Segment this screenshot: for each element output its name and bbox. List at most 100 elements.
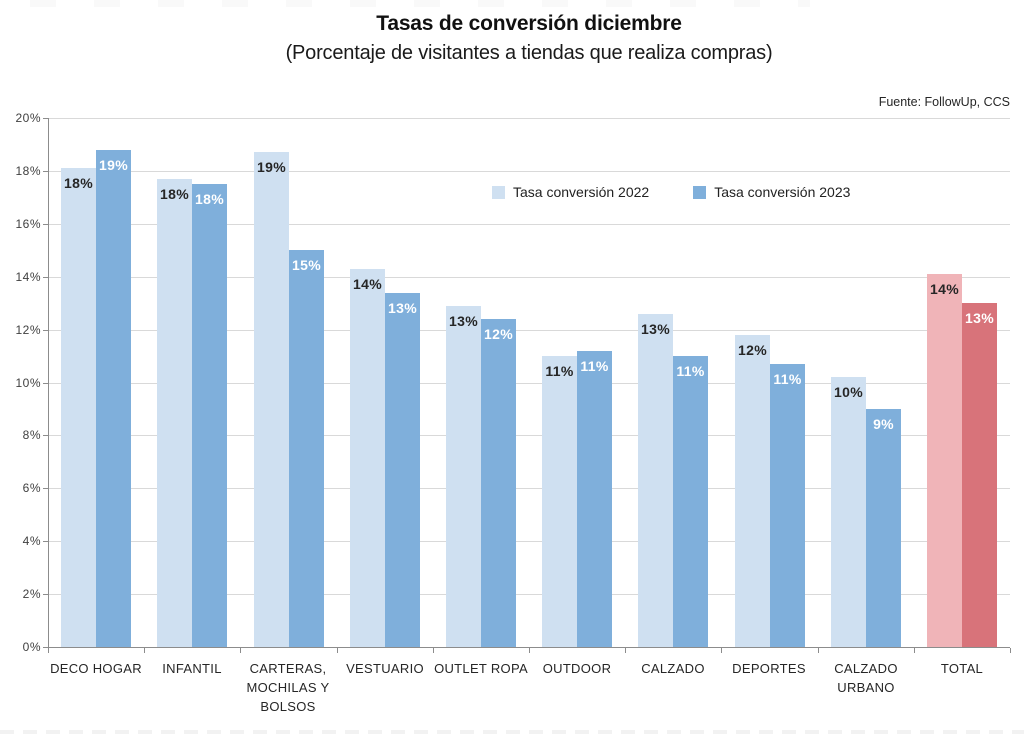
x-axis-tick-mark xyxy=(1010,648,1011,653)
bar xyxy=(735,335,770,647)
y-axis-tick-label: 16% xyxy=(15,217,41,231)
y-axis-tick-mark xyxy=(43,488,48,489)
bar-value-label: 15% xyxy=(292,257,321,273)
bar-value-label: 19% xyxy=(99,157,128,173)
x-axis-category-label: CARTERAS, MOCHILAS Y BOLSOS xyxy=(246,661,330,714)
legend-label-2022: Tasa conversión 2022 xyxy=(513,184,650,200)
y-axis-tick-mark xyxy=(43,647,48,648)
bar xyxy=(446,306,481,647)
gridline xyxy=(48,594,1010,595)
x-axis-category-label: CALZADO URBANO xyxy=(834,661,898,695)
bar-value-label: 18% xyxy=(160,186,189,202)
bar xyxy=(638,314,673,647)
x-axis-category-label: OUTLET ROPA xyxy=(434,661,528,676)
bar xyxy=(157,179,192,647)
legend: Tasa conversión 2022 Tasa conversión 202… xyxy=(492,184,850,200)
bar xyxy=(254,152,289,647)
gridline xyxy=(48,383,1010,384)
x-axis-category-label: CALZADO xyxy=(641,661,705,676)
bar-value-label: 14% xyxy=(353,276,382,292)
x-axis-tick-mark xyxy=(818,648,819,653)
x-axis-tick-mark xyxy=(433,648,434,653)
chart-title: Tasas de conversión diciembre xyxy=(376,12,682,35)
bar-value-label: 19% xyxy=(257,159,286,175)
bar-value-label: 18% xyxy=(64,175,93,191)
legend-item-2022: Tasa conversión 2022 xyxy=(492,184,649,200)
bar xyxy=(770,364,805,647)
x-axis-category-label: VESTUARIO xyxy=(346,661,424,676)
y-axis-tick-label: 6% xyxy=(22,481,41,495)
bar-value-label: 13% xyxy=(641,321,670,337)
bar-value-label: 13% xyxy=(449,313,478,329)
cropped-text-top xyxy=(30,0,810,7)
bar xyxy=(481,319,516,647)
bar-value-label: 9% xyxy=(873,416,894,432)
bar xyxy=(673,356,708,647)
y-axis-tick-label: 20% xyxy=(15,111,41,125)
gridline xyxy=(48,171,1010,172)
bar xyxy=(192,184,227,647)
y-axis-tick-label: 0% xyxy=(22,640,41,654)
bar xyxy=(289,250,324,647)
bar xyxy=(385,293,420,647)
bar xyxy=(61,168,96,647)
y-axis-tick-label: 12% xyxy=(15,323,41,337)
bar xyxy=(350,269,385,647)
legend-swatch-2023-icon xyxy=(693,185,707,199)
y-axis-tick-mark xyxy=(43,277,48,278)
y-axis-tick-mark xyxy=(43,224,48,225)
bar xyxy=(577,351,612,647)
x-axis-tick-mark xyxy=(240,648,241,653)
gridline xyxy=(48,488,1010,489)
y-axis-tick-label: 18% xyxy=(15,164,41,178)
x-axis-line xyxy=(48,647,1010,648)
y-axis-tick-label: 14% xyxy=(15,270,41,284)
x-axis-category-label: OUTDOOR xyxy=(542,661,612,676)
y-axis-tick-label: 10% xyxy=(15,376,41,390)
source-note: Fuente: FollowUp, CCS xyxy=(878,95,1010,109)
y-axis-tick-mark xyxy=(43,594,48,595)
bar-value-label: 13% xyxy=(965,310,994,326)
bar-value-label: 18% xyxy=(195,191,224,207)
y-axis-tick-mark xyxy=(43,171,48,172)
y-axis-tick-mark xyxy=(43,330,48,331)
x-axis-category-label: TOTAL xyxy=(940,661,984,676)
gridline xyxy=(48,435,1010,436)
bar-value-label: 11% xyxy=(580,358,609,374)
bar-value-label: 13% xyxy=(388,300,417,316)
x-axis-tick-mark xyxy=(625,648,626,653)
x-axis-tick-mark xyxy=(721,648,722,653)
bar xyxy=(96,150,131,647)
bar xyxy=(866,409,901,647)
bar-value-label: 12% xyxy=(484,326,513,342)
gridline xyxy=(48,277,1010,278)
y-axis-tick-mark xyxy=(43,541,48,542)
gridline xyxy=(48,330,1010,331)
y-axis-tick-mark xyxy=(43,435,48,436)
x-axis-category-label: INFANTIL xyxy=(162,661,222,676)
y-axis-tick-mark xyxy=(43,383,48,384)
legend-item-2023: Tasa conversión 2023 xyxy=(693,184,850,200)
gridline xyxy=(48,541,1010,542)
bar-value-label: 11% xyxy=(545,363,574,379)
x-axis-category-label: DEPORTES xyxy=(732,661,806,676)
y-axis-tick-label: 4% xyxy=(22,534,41,548)
y-axis-tick-label: 8% xyxy=(22,428,41,442)
bar xyxy=(927,274,962,647)
x-axis-category-label: DECO HOGAR xyxy=(50,661,142,676)
chart-subtitle: (Porcentaje de visitantes a tiendas que … xyxy=(285,42,773,64)
y-axis-tick-label: 2% xyxy=(22,587,41,601)
bar-value-label: 10% xyxy=(834,384,863,400)
legend-swatch-2022-icon xyxy=(492,185,505,199)
bar-value-label: 14% xyxy=(930,281,959,297)
y-axis-line xyxy=(48,118,49,647)
bar xyxy=(831,377,866,647)
y-axis-tick-mark xyxy=(43,118,48,119)
cropped-text-bottom xyxy=(0,730,1024,734)
x-axis-tick-mark xyxy=(48,648,49,653)
x-axis-tick-mark xyxy=(337,648,338,653)
legend-label-2023: Tasa conversión 2023 xyxy=(714,184,851,200)
x-axis-tick-mark xyxy=(529,648,530,653)
